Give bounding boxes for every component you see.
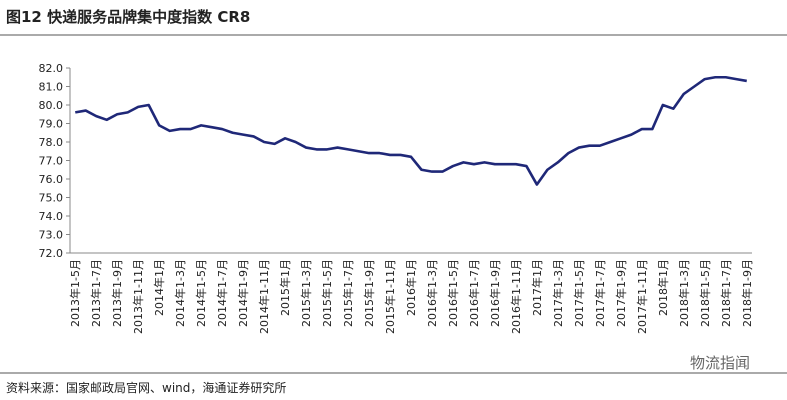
x-tick-label: 2016年1-3月 — [425, 259, 439, 327]
x-tick-label: 2015年1-5月 — [320, 259, 334, 327]
source-note: 资料来源：国家邮政局官网、wind，海通证券研究所 — [6, 380, 286, 395]
y-tick-label: 74.0 — [39, 210, 64, 223]
x-tick-label: 2017年1-7月 — [593, 259, 607, 327]
x-tick-label: 2014年1月 — [152, 259, 166, 316]
y-tick-label: 76.0 — [39, 173, 64, 186]
x-tick-label: 2013年1-9月 — [110, 259, 124, 327]
x-tick-label: 2018年1-3月 — [677, 259, 691, 327]
x-tick-label: 2016年1-9月 — [488, 259, 502, 327]
x-tick-label: 2014年1-11月 — [257, 259, 271, 334]
x-tick-label: 2016年1-11月 — [509, 259, 523, 334]
x-tick-label: 2014年1-3月 — [173, 259, 187, 327]
data-line — [75, 75, 747, 186]
x-tick-label: 2013年1-11月 — [131, 259, 145, 334]
x-tick-label: 2014年1-5月 — [194, 259, 208, 327]
x-tick-label: 2016年1-7月 — [467, 259, 481, 327]
x-tick-label: 2015年1-3月 — [299, 259, 313, 327]
x-tick-label: 2017年1-9月 — [614, 259, 628, 327]
y-tick-label: 80.0 — [39, 99, 64, 112]
x-tick-label: 2018年1-7月 — [719, 259, 733, 327]
x-tick-label: 2015年1-11月 — [383, 259, 397, 334]
x-tick-label: 2016年1月 — [404, 259, 418, 316]
x-tick-label: 2017年1-5月 — [572, 259, 586, 327]
y-tick-label: 81.0 — [39, 81, 64, 94]
x-tick-label: 2014年1-7月 — [215, 259, 229, 327]
y-tick-label: 73.0 — [39, 229, 64, 242]
x-tick-label: 2017年1-3月 — [551, 259, 565, 327]
x-tick-label: 2018年1-9月 — [740, 259, 754, 327]
x-tick-label: 2017年1-11月 — [635, 259, 649, 334]
x-tick-label: 2015年1-7月 — [341, 259, 355, 327]
y-tick-label: 77.0 — [39, 155, 64, 168]
x-tick-label: 2017年1月 — [530, 259, 544, 316]
y-tick-label: 72.0 — [39, 247, 64, 260]
x-tick-label: 2018年1月 — [656, 259, 670, 316]
x-tick-label: 2014年1-9月 — [236, 259, 250, 327]
x-tick-label: 2013年1-7月 — [89, 259, 103, 327]
watermark: 物流指闻 — [690, 354, 750, 372]
x-tick-label: 2016年1-5月 — [446, 259, 460, 327]
x-tick-label: 2013年1-5月 — [68, 259, 82, 327]
chart-title: 图12 快递服务品牌集中度指数 CR8 — [6, 8, 250, 26]
y-tick-label: 82.0 — [39, 62, 64, 75]
x-tick-label: 2018年1-5月 — [698, 259, 712, 327]
y-tick-label: 78.0 — [39, 136, 64, 149]
x-tick-label: 2015年1-9月 — [362, 259, 376, 327]
x-tick-label: 2015年1月 — [278, 259, 292, 316]
y-tick-label: 75.0 — [39, 192, 64, 205]
y-tick-label: 79.0 — [39, 118, 64, 131]
